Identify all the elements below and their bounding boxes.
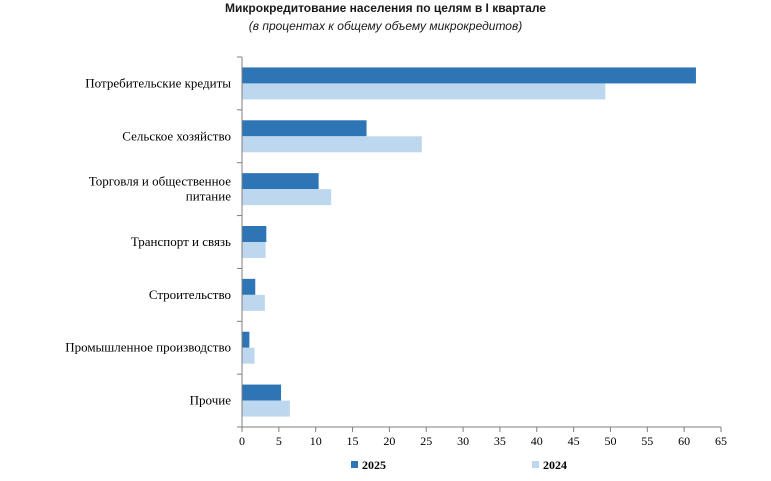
bar-2024-3 — [242, 189, 332, 206]
bar-2024-5 — [242, 294, 265, 311]
x-tick-label-0: 0 — [239, 434, 245, 448]
legend-label-2025: 2025 — [362, 458, 386, 472]
category-labels: Потребительские кредиты Сельское хозяйств… — [65, 75, 231, 407]
x-tick-label-45: 45 — [568, 434, 580, 448]
bar-2024-6 — [242, 347, 255, 364]
bar-2025-2 — [242, 120, 367, 137]
x-tick-label-55: 55 — [641, 434, 653, 448]
x-tick-label-50: 50 — [604, 434, 616, 448]
chart-title: Микрокредитование населения по целям в I… — [225, 1, 546, 15]
category-label-3-line-1: Торговля и общественное — [89, 174, 231, 189]
x-tick-label-30: 30 — [457, 434, 469, 448]
legend-label-2024: 2024 — [543, 458, 567, 472]
x-tick-label-35: 35 — [494, 434, 506, 448]
category-label-5: Строительство — [149, 287, 231, 302]
bar-2025-7 — [242, 384, 282, 401]
legend: 2025 2024 — [351, 458, 567, 472]
bar-2025-4 — [242, 226, 267, 242]
bars-group — [242, 67, 696, 417]
bar-2024-7 — [242, 400, 290, 417]
category-label-4: Транспорт и связь — [131, 234, 231, 249]
x-tick-label-60: 60 — [678, 434, 690, 448]
bar-2025-1 — [242, 67, 696, 84]
axes-group: 0 5 10 15 20 25 30 35 40 45 50 55 60 65 — [237, 56, 727, 448]
legend-swatch-2025 — [351, 461, 358, 468]
legend-swatch-2024 — [532, 461, 539, 468]
x-tick-label-15: 15 — [347, 434, 359, 448]
x-tick-label-10: 10 — [310, 434, 322, 448]
x-tick-label-25: 25 — [420, 434, 432, 448]
bar-2025-5 — [242, 278, 256, 295]
x-tick-label-65: 65 — [715, 434, 727, 448]
x-tick-label-40: 40 — [531, 434, 543, 448]
chart-subtitle: (в процентах к общему объему микрокредит… — [248, 19, 523, 33]
bar-2025-3 — [242, 173, 319, 190]
bar-2024-2 — [242, 136, 422, 153]
bar-2025-6 — [242, 331, 250, 348]
x-tick-label-20: 20 — [383, 434, 395, 448]
bar-2024-4 — [242, 242, 266, 258]
category-label-3-line-2: питание — [186, 189, 231, 204]
category-label-2: Сельское хозяйство — [122, 128, 231, 143]
bar-2024-1 — [242, 83, 606, 100]
category-label-6: Промышленное производство — [65, 340, 231, 355]
category-label-7: Прочие — [190, 393, 232, 408]
x-tick-label-5: 5 — [276, 434, 282, 448]
category-label-1: Потребительские кредиты — [85, 75, 231, 90]
